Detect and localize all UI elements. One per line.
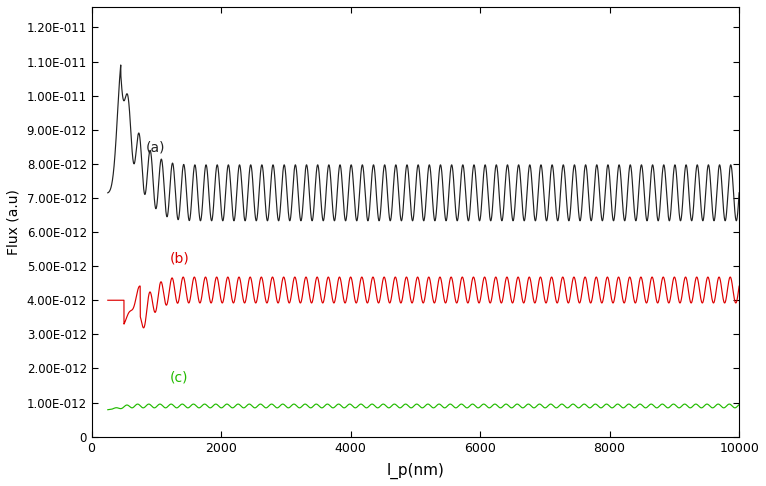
Text: (c): (c) [169,370,188,384]
Text: (b): (b) [169,252,189,266]
Text: (a): (a) [146,141,165,155]
X-axis label: l_p(nm): l_p(nm) [386,463,444,479]
Y-axis label: Flux (a.u): Flux (a.u) [7,189,21,255]
